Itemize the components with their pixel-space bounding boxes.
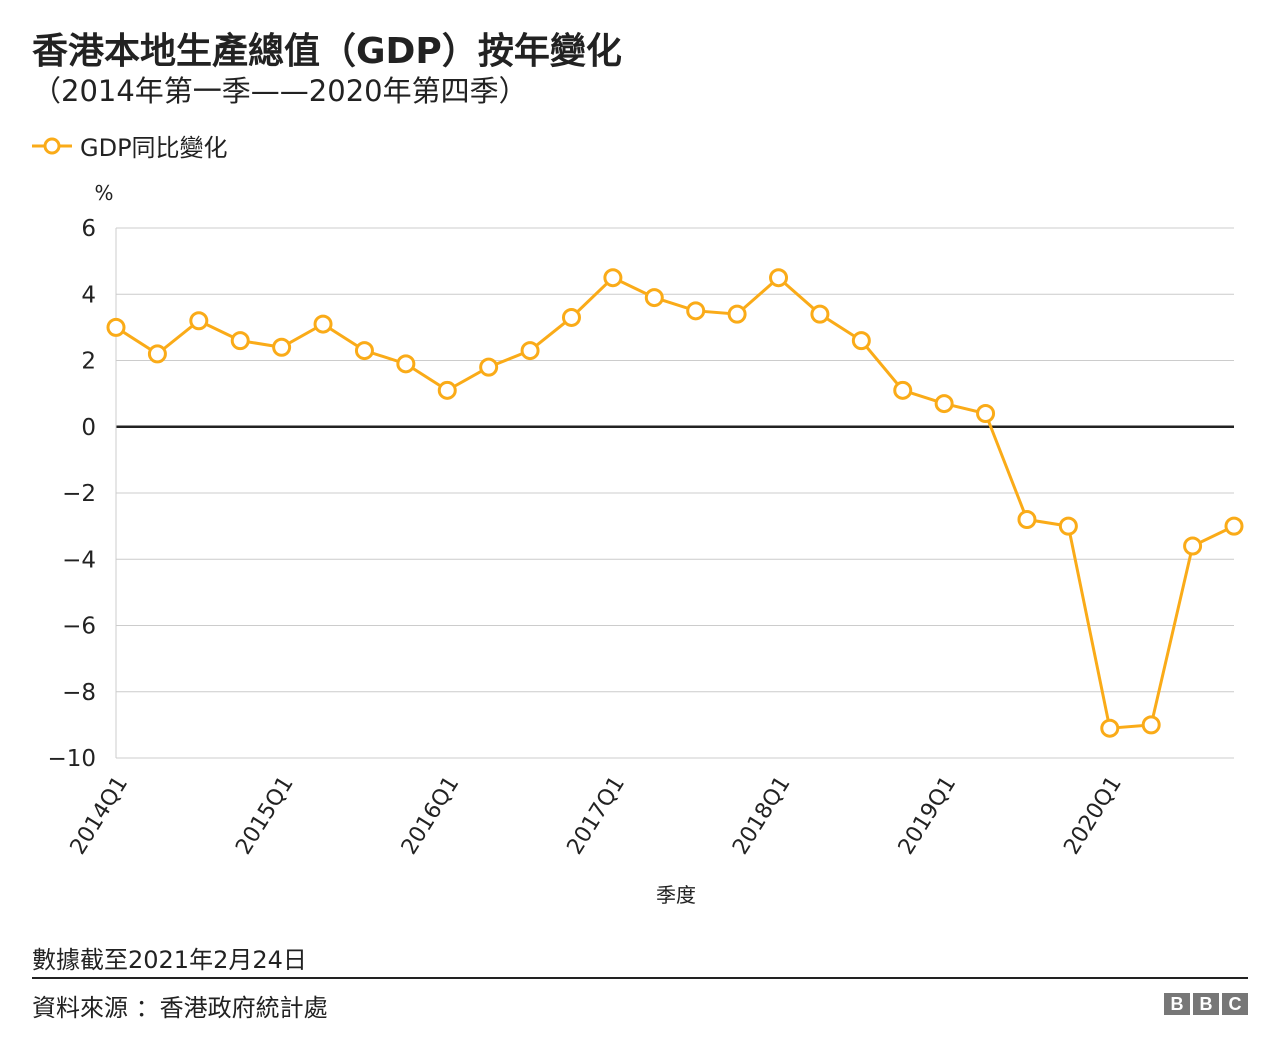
x-tick-label: 2019Q1 xyxy=(894,772,961,859)
data-point xyxy=(644,288,664,308)
data-point xyxy=(189,311,209,331)
divider xyxy=(32,977,1248,979)
data-point xyxy=(106,317,126,337)
data-point xyxy=(147,344,167,364)
data-point xyxy=(976,404,996,423)
data-point xyxy=(1100,718,1120,738)
y-tick-label: −6 xyxy=(62,614,96,640)
x-tick-label: 2020Q1 xyxy=(1059,772,1126,859)
data-point xyxy=(313,314,333,334)
bbc-logo-letter: C xyxy=(1222,993,1248,1015)
series-line xyxy=(115,275,1235,730)
legend-label: GDP同比變化 xyxy=(80,134,228,162)
source-note: 資料來源 ：香港政府統計處 xyxy=(32,994,328,1022)
data-note: 數據截至2021年2月24日 xyxy=(32,946,307,974)
data-point xyxy=(396,354,416,374)
y-tick-label: 0 xyxy=(81,415,96,441)
x-tick-label: 2017Q1 xyxy=(563,772,630,859)
legend: GDP同比變化 xyxy=(32,128,228,163)
x-tick-label: 2014Q1 xyxy=(66,772,133,859)
data-point xyxy=(727,304,747,324)
data-point xyxy=(479,357,499,377)
chart-subtitle: （2014年第一季——2020年第四季） xyxy=(32,74,528,108)
y-tick-label: −10 xyxy=(47,746,96,772)
data-point xyxy=(934,394,954,414)
x-tick-label: 2015Q1 xyxy=(231,772,298,859)
data-point xyxy=(1224,516,1244,536)
y-axis-label: % xyxy=(94,181,113,205)
data-point xyxy=(272,337,292,357)
data-point xyxy=(686,301,706,321)
y-tick-label: 6 xyxy=(81,216,96,242)
bbc-logo-letter: B xyxy=(1193,993,1219,1015)
data-point xyxy=(437,380,457,400)
y-tick-label: −8 xyxy=(62,680,96,706)
data-point xyxy=(769,268,789,288)
data-point xyxy=(893,380,913,400)
data-point xyxy=(354,341,374,361)
data-point xyxy=(1017,510,1037,529)
legend-marker-icon xyxy=(32,137,72,154)
data-point xyxy=(561,307,581,327)
bbc-logo-letter: B xyxy=(1164,993,1190,1015)
y-tick-label: −4 xyxy=(62,547,96,573)
y-tick-label: −2 xyxy=(62,481,96,507)
data-point xyxy=(1183,536,1203,556)
x-tick-label: 2018Q1 xyxy=(728,772,795,859)
y-tick-label: 2 xyxy=(81,349,96,375)
y-tick-label: 4 xyxy=(81,282,96,308)
data-point xyxy=(1141,715,1161,735)
data-point xyxy=(230,331,250,351)
data-point xyxy=(810,304,830,324)
data-point xyxy=(520,341,540,361)
data-point xyxy=(1058,516,1078,536)
x-axis-label: 季度 xyxy=(656,883,696,907)
data-point xyxy=(851,331,871,351)
x-tick-label: 2016Q1 xyxy=(397,772,464,859)
chart-title: 香港本地生產總值（GDP）按年變化 xyxy=(32,31,622,72)
data-point xyxy=(603,268,623,288)
